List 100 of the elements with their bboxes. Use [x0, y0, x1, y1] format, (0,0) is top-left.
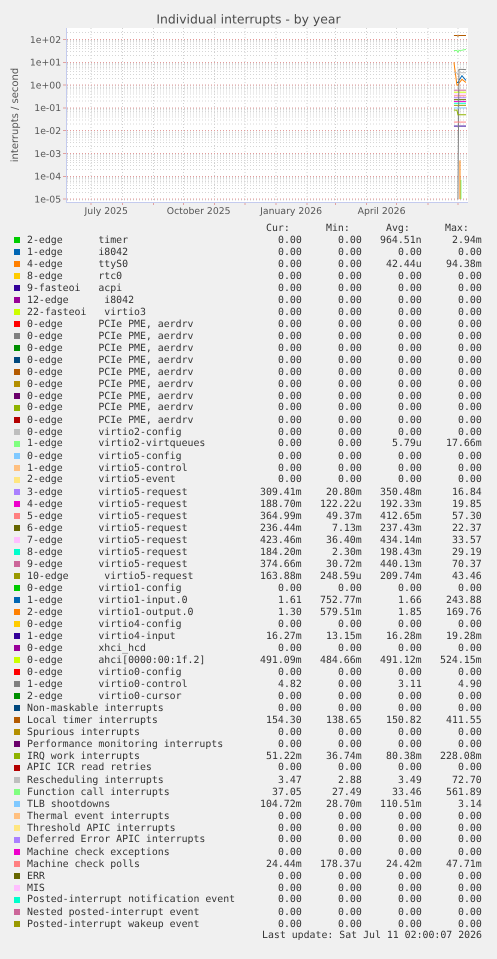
text: 0.00	[278, 463, 302, 474]
legend-label: Spurious interrupts	[27, 727, 140, 738]
text: 0.00	[398, 415, 422, 426]
legend-label: 0-edge PCIe PME, aerdrv	[27, 379, 194, 390]
y-axis-title: interrupts / second	[10, 68, 21, 162]
text: 33.57	[452, 535, 482, 546]
text: 0.00	[398, 295, 422, 306]
text: 0.00	[398, 762, 422, 773]
text: 524.15m	[440, 655, 482, 666]
text: 0.00	[458, 703, 482, 714]
text: 0.00	[278, 283, 302, 294]
legend-label: 5-edge virtio5-request	[27, 511, 188, 522]
text: 3.11	[398, 679, 422, 690]
legend-label: 2-edge virtio0-cursor	[27, 691, 182, 702]
text: 0.00	[338, 703, 362, 714]
text: 0.00	[278, 894, 302, 905]
text: 0.00	[458, 367, 482, 378]
text: 0.00	[338, 727, 362, 738]
legend-label: Machine check exceptions	[27, 847, 170, 858]
text: 2.94m	[452, 235, 482, 246]
text: 3.49	[398, 775, 422, 786]
text: 1.30	[278, 607, 302, 618]
text: 0.00	[338, 667, 362, 678]
text: 0.00	[458, 739, 482, 750]
text: 0.00	[458, 295, 482, 306]
legend-label: 0-edge PCIe PME, aerdrv	[27, 343, 194, 354]
text: 423.46m	[260, 535, 302, 546]
legend-label: 0-edge PCIe PME, aerdrv	[27, 331, 194, 342]
text: 0.00	[278, 619, 302, 630]
text: 154.30	[266, 715, 302, 726]
legend-label: 7-edge virtio5-request	[27, 535, 188, 546]
text: 29.19	[452, 547, 482, 558]
text: 0.00	[458, 894, 482, 905]
text: 0.00	[398, 823, 422, 834]
text: 0.00	[458, 451, 482, 462]
text: 209.74m	[380, 571, 422, 582]
text: 0.00	[398, 883, 422, 894]
legend-label: Deferred Error APIC interrupts	[27, 834, 206, 845]
text: 70.37	[452, 559, 482, 570]
text: 0.00	[278, 247, 302, 258]
y-tick-label: 1e-05	[34, 194, 62, 206]
text: 19.85	[452, 499, 482, 510]
legend-label: Thermal event interrupts	[27, 811, 170, 822]
y-tick-label: 1e-02	[34, 126, 62, 137]
text: 0.00	[278, 883, 302, 894]
text: 0.00	[278, 739, 302, 750]
text: 43.46	[452, 571, 482, 582]
text: 0.00	[278, 474, 302, 485]
text: 0.00	[398, 283, 422, 294]
text: 561.89	[446, 787, 482, 798]
text: 2.30m	[332, 547, 362, 558]
text: 0.00	[398, 834, 422, 845]
text: 1.85	[398, 607, 422, 618]
text: 0.00	[398, 667, 422, 678]
text: 0.00	[338, 331, 362, 342]
text: 0.00	[458, 415, 482, 426]
text: 964.51n	[380, 235, 422, 246]
legend-label: ERR	[27, 871, 45, 882]
legend-label: Performance monitoring interrupts	[27, 739, 224, 750]
text: 0.00	[398, 727, 422, 738]
x-tick-label: July 2025	[84, 206, 128, 218]
text: 0.00	[278, 331, 302, 342]
legend-label: Function call interrupts	[27, 787, 170, 798]
text: 192.33m	[380, 499, 422, 510]
text: 0.00	[278, 834, 302, 845]
legend-label: MIS	[27, 883, 45, 894]
text: 0.00	[398, 319, 422, 330]
text: 579.51m	[320, 607, 362, 618]
text: 374.66m	[260, 559, 302, 570]
legend-label: Posted-interrupt wakeup event	[27, 919, 200, 930]
x-tick-label: April 2026	[358, 206, 406, 218]
text: 350.48m	[380, 487, 422, 498]
text: 0.00	[338, 871, 362, 882]
text: 1.61	[278, 595, 302, 606]
text: 178.37u	[320, 859, 362, 870]
text: 0.00	[338, 847, 362, 858]
text: 0.00	[338, 643, 362, 654]
legend-label: Posted-interrupt notification event	[27, 894, 236, 905]
text: 0.00	[338, 307, 362, 318]
text: 752.77m	[320, 595, 362, 606]
text: 0.00	[398, 451, 422, 462]
legend-label: Nested posted-interrupt event	[27, 907, 200, 918]
text: 0.00	[398, 427, 422, 438]
text: 0.00	[338, 427, 362, 438]
text: 27.49	[332, 787, 362, 798]
text: 5.79u	[392, 438, 422, 449]
text: 0.00	[338, 811, 362, 822]
text: 0.00	[398, 691, 422, 702]
legend-label: 1-edge virtio5-control	[27, 463, 188, 474]
text: 24.44m	[266, 859, 302, 870]
text: 0.00	[278, 379, 302, 390]
text: 0.00	[458, 474, 482, 485]
text: Cur:	[266, 223, 290, 234]
y-tick-label: 1e-03	[34, 148, 62, 160]
text: 0.00	[338, 283, 362, 294]
y-tick-label: 1e-04	[34, 172, 62, 183]
text: 0.00	[458, 691, 482, 702]
text: 0.00	[398, 379, 422, 390]
text: 80.38m	[386, 751, 422, 762]
legend-label: 0-edge PCIe PME, aerdrv	[27, 415, 194, 426]
